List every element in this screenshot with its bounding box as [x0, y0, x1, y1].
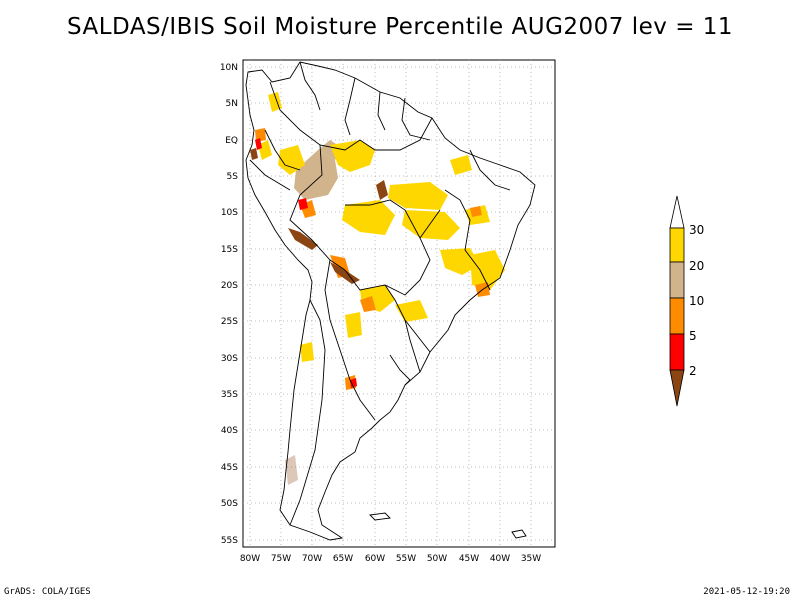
- lon-tick-40W: 40W: [490, 554, 510, 564]
- lon-tick-65W: 65W: [333, 554, 353, 564]
- lon-tick-75W: 75W: [271, 554, 291, 564]
- lon-tick-60W: 60W: [365, 554, 385, 564]
- lat-tick-40S: 40S: [221, 426, 238, 436]
- colorbar-top-arrow: [669, 195, 685, 229]
- lon-tick-55W: 55W: [396, 554, 416, 564]
- gridlines: [243, 60, 555, 547]
- percentile-shading: [250, 92, 505, 485]
- lat-tick-10S: 10S: [221, 208, 238, 218]
- footer-credit: GrADS: COLA/IGES: [4, 587, 91, 597]
- longitude-tick-labels: 80W 75W 70W 65W 60W 55W 50W 45W 40W 35W: [240, 554, 541, 564]
- colorbar: 30 20 10 5 2: [669, 195, 704, 407]
- colorbar-2-5: [669, 333, 685, 371]
- lat-tick-30S: 30S: [221, 354, 238, 364]
- lat-tick-25S: 25S: [221, 317, 238, 327]
- lat-tick-5N: 5N: [226, 99, 238, 109]
- lat-tick-45S: 45S: [221, 463, 238, 473]
- lat-tick-50S: 50S: [221, 499, 238, 509]
- latitude-tick-labels: 10N 5N EQ 5S 10S 15S 20S 25S 30S 35S 40S 45S 50S 55S: [220, 63, 238, 546]
- colorbar-20-30: [669, 227, 685, 263]
- lat-tick-EQ: EQ: [225, 136, 238, 146]
- lat-tick-55S: 55S: [221, 536, 238, 546]
- footer-timestamp: 2021-05-12-19:20: [703, 587, 790, 597]
- colorbar-label-5: 5: [689, 329, 697, 343]
- colorbar-label-2: 2: [689, 364, 697, 378]
- lon-tick-50W: 50W: [427, 554, 447, 564]
- plot-frame: [242, 59, 556, 548]
- lat-tick-20S: 20S: [221, 281, 238, 291]
- lon-tick-70W: 70W: [302, 554, 322, 564]
- colorbar-5-10: [669, 297, 685, 335]
- colorbar-bottom-arrow: [669, 369, 685, 407]
- lat-tick-10N: 10N: [220, 63, 238, 73]
- colorbar-10-20: [669, 261, 685, 299]
- lat-tick-5S: 5S: [227, 172, 239, 182]
- colorbar-label-10: 10: [689, 294, 704, 308]
- colorbar-label-30: 30: [689, 223, 704, 237]
- coastlines: [245, 61, 536, 541]
- lat-tick-35S: 35S: [221, 390, 238, 400]
- map-title: SALDAS/IBIS Soil Moisture Percentile AUG…: [66, 14, 734, 40]
- lat-tick-15S: 15S: [221, 245, 238, 255]
- lon-tick-80W: 80W: [240, 554, 260, 564]
- lon-tick-45W: 45W: [459, 554, 479, 564]
- lon-tick-35W: 35W: [521, 554, 541, 564]
- colorbar-label-20: 20: [689, 259, 704, 273]
